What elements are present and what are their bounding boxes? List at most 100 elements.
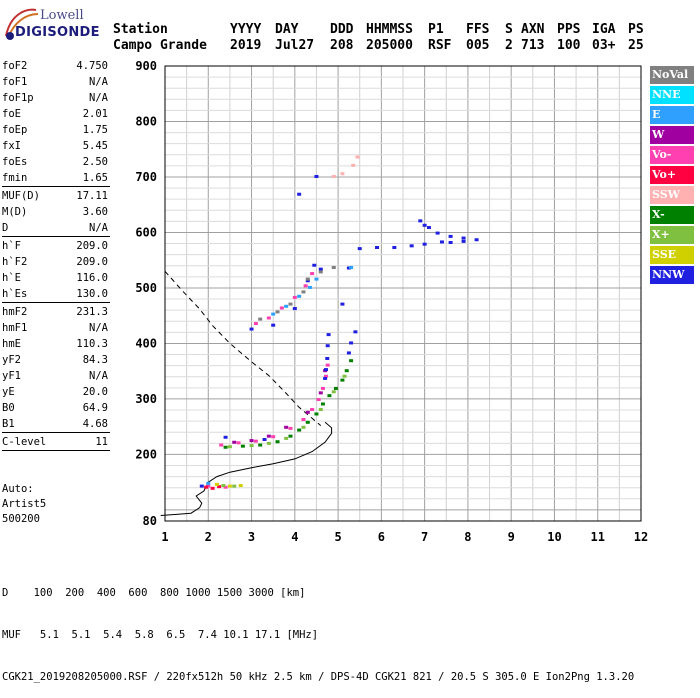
echo-point xyxy=(236,441,241,445)
echo-point xyxy=(223,435,228,439)
param-value: 1.65 xyxy=(82,172,108,184)
param-row: MUF(D) 17.11 xyxy=(2,188,110,204)
echo-point xyxy=(297,294,302,298)
echo-point xyxy=(253,439,258,443)
header-row2-cell: 03+ xyxy=(592,38,616,53)
param-key: h`E xyxy=(2,272,21,284)
echo-point xyxy=(266,434,271,438)
param-value: N/A xyxy=(89,92,108,104)
header-row1-cell: HHMMSS xyxy=(366,22,413,37)
echo-point xyxy=(331,265,336,269)
echo-point xyxy=(320,402,325,406)
echo-point xyxy=(217,485,222,489)
param-value: 209.0 xyxy=(76,256,108,268)
chart-grid xyxy=(164,65,642,521)
param-value: 4.750 xyxy=(76,60,108,72)
header-row1-cell: PS xyxy=(628,22,644,37)
param-separator xyxy=(2,302,110,303)
echo-point xyxy=(340,302,345,306)
echo-point xyxy=(240,444,245,448)
legend-entry: W xyxy=(650,126,694,144)
echo-point xyxy=(331,174,336,178)
echo-point xyxy=(249,444,254,448)
echo-point xyxy=(284,304,289,308)
echo-point xyxy=(353,330,358,334)
chart-legend: NoVal NNE E W Vo- Vo+ SSW X- X+ SSE NNW xyxy=(650,66,694,286)
echo-point xyxy=(435,231,440,235)
auto-code: 500200 xyxy=(2,513,40,525)
x-tick-label: 6 xyxy=(378,530,385,544)
footer-file-row: CGK21_2019208205000.RSF / 220fx512h 50 k… xyxy=(2,671,635,683)
param-key: foEs xyxy=(2,156,28,168)
header-row1-cell: Station xyxy=(113,22,168,37)
x-tick-label: 8 xyxy=(464,530,471,544)
param-key: M(D) xyxy=(2,206,28,218)
lowell-digisonde-logo: Lowell DIGISONDE xyxy=(2,2,100,48)
header-row-values: Campo Grande 2019 Jul27 208 205000 RSF 005 2 713… xyxy=(113,38,644,53)
header-row1-cell: PPS xyxy=(557,22,581,37)
header-row2-cell: 2 xyxy=(505,38,513,53)
echo-point xyxy=(297,428,302,432)
param-separator xyxy=(2,450,110,451)
legend-entry: Vo- xyxy=(650,146,694,164)
y-tick-label: 700 xyxy=(135,170,157,184)
echo-point xyxy=(303,284,308,288)
echo-point xyxy=(344,369,349,373)
echo-point xyxy=(204,485,209,489)
header-row1-cell: DDD xyxy=(330,22,354,37)
param-row: foF2 4.750 xyxy=(2,58,110,74)
echo-point xyxy=(346,266,351,270)
echo-point xyxy=(349,265,354,269)
echo-point xyxy=(342,374,347,378)
legend-entry: NNW xyxy=(650,266,694,284)
param-value: N/A xyxy=(89,222,108,234)
y-tick-label: 900 xyxy=(135,59,157,73)
param-key: h`F2 xyxy=(2,256,28,268)
echo-point xyxy=(318,408,323,412)
chart-curves xyxy=(160,270,333,516)
echo-point xyxy=(474,238,479,242)
header-row-labels: Station YYYY DAY DDD HHMMSS P1 FFS S AXN PPS IGA PS xyxy=(113,22,644,37)
param-key: foEp xyxy=(2,124,28,136)
autoscaling-info: Auto: Artist5 500200 xyxy=(2,482,46,527)
echo-point xyxy=(271,312,276,316)
param-value: 209.0 xyxy=(76,240,108,252)
header-row1-cell: P1 xyxy=(428,22,444,37)
y-axis-ticks: 80 200 300 400 500 600 700 800 900 xyxy=(135,59,157,528)
echo-point xyxy=(340,378,345,382)
param-key: yF1 xyxy=(2,370,21,382)
param-row: fxI 5.45 xyxy=(2,138,110,154)
x-tick-label: 2 xyxy=(205,530,212,544)
echo-point xyxy=(301,418,306,422)
echo-point xyxy=(223,485,228,489)
echo-point xyxy=(418,219,423,223)
param-value: 84.3 xyxy=(82,354,108,366)
echo-point xyxy=(310,408,315,412)
header-row1-cell: S xyxy=(505,22,513,37)
param-row: foEp 1.75 xyxy=(2,122,110,138)
header-row2-cell: 713 xyxy=(521,38,544,53)
echo-point xyxy=(426,226,431,230)
param-value: 64.9 xyxy=(82,402,108,414)
echo-point xyxy=(325,363,330,367)
echo-point xyxy=(279,306,284,310)
echo-point xyxy=(262,437,267,441)
param-value: 20.0 xyxy=(82,386,108,398)
echo-point xyxy=(340,172,345,176)
echo-point xyxy=(232,440,237,444)
echo-point xyxy=(305,279,310,283)
echo-point xyxy=(288,302,293,306)
echo-point xyxy=(253,322,258,326)
param-key: B1 xyxy=(2,418,15,430)
echo-point xyxy=(439,240,444,244)
x-tick-label: 9 xyxy=(508,530,515,544)
echo-point xyxy=(275,440,280,444)
param-key: h`F xyxy=(2,240,21,252)
echo-point xyxy=(355,155,360,159)
echo-point xyxy=(327,394,332,398)
header-row2-cell: 100 xyxy=(557,38,581,53)
param-key: fxI xyxy=(2,140,21,152)
echo-point xyxy=(284,425,289,429)
echo-point xyxy=(199,484,204,488)
echo-point xyxy=(249,327,254,331)
